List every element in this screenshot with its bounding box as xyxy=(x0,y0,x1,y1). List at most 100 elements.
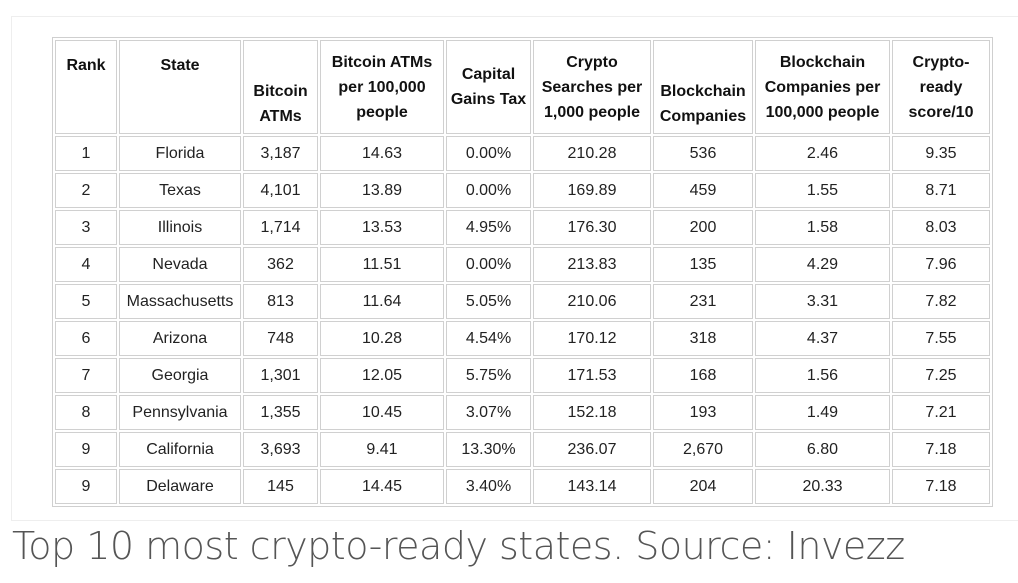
cell-state: Georgia xyxy=(119,358,241,393)
cell-rank: 2 xyxy=(55,173,117,208)
cell-atms-per-100k: 12.05 xyxy=(320,358,444,393)
cell-blockchain-companies: 204 xyxy=(653,469,753,504)
cell-bitcoin-atms: 1,355 xyxy=(243,395,318,430)
cell-capital-gains-tax: 4.54% xyxy=(446,321,531,356)
cell-blockchain-companies: 536 xyxy=(653,136,753,171)
cell-state: Arizona xyxy=(119,321,241,356)
cell-state: Illinois xyxy=(119,210,241,245)
cell-blockchain-companies: 231 xyxy=(653,284,753,319)
cell-blockchain-per-100k: 3.31 xyxy=(755,284,890,319)
cell-blockchain-per-100k: 6.80 xyxy=(755,432,890,467)
cell-rank: 5 xyxy=(55,284,117,319)
cell-atms-per-100k: 10.45 xyxy=(320,395,444,430)
cell-crypto-score: 7.18 xyxy=(892,432,990,467)
cell-crypto-searches: 213.83 xyxy=(533,247,651,282)
table-row: 1 Florida 3,187 14.63 0.00% 210.28 536 2.46 9.35 xyxy=(55,136,990,171)
cell-atms-per-100k: 13.89 xyxy=(320,173,444,208)
cell-crypto-score: 7.18 xyxy=(892,469,990,504)
cell-blockchain-companies: 200 xyxy=(653,210,753,245)
table-row: 9 California 3,693 9.41 13.30% 236.07 2,670 6.8… xyxy=(55,432,990,467)
table-row: 7 Georgia 1,301 12.05 5.75% 171.53 168 1.56 7.25 xyxy=(55,358,990,393)
cell-atms-per-100k: 13.53 xyxy=(320,210,444,245)
cell-blockchain-per-100k: 1.55 xyxy=(755,173,890,208)
cell-atms-per-100k: 9.41 xyxy=(320,432,444,467)
cell-crypto-score: 8.71 xyxy=(892,173,990,208)
cell-bitcoin-atms: 3,693 xyxy=(243,432,318,467)
cell-bitcoin-atms: 362 xyxy=(243,247,318,282)
cell-crypto-score: 9.35 xyxy=(892,136,990,171)
cell-state: Delaware xyxy=(119,469,241,504)
cell-blockchain-companies: 135 xyxy=(653,247,753,282)
header-state: State xyxy=(119,40,241,134)
cell-crypto-searches: 152.18 xyxy=(533,395,651,430)
cell-state: Florida xyxy=(119,136,241,171)
cell-crypto-score: 7.82 xyxy=(892,284,990,319)
cell-bitcoin-atms: 3,187 xyxy=(243,136,318,171)
table-row: 3 Illinois 1,714 13.53 4.95% 176.30 200 1.58 8.0… xyxy=(55,210,990,245)
cell-atms-per-100k: 11.64 xyxy=(320,284,444,319)
cell-blockchain-per-100k: 4.37 xyxy=(755,321,890,356)
cell-state: Massachusetts xyxy=(119,284,241,319)
table-row: 4 Nevada 362 11.51 0.00% 213.83 135 4.29 7.96 xyxy=(55,247,990,282)
cell-crypto-score: 7.55 xyxy=(892,321,990,356)
cell-blockchain-per-100k: 2.46 xyxy=(755,136,890,171)
cell-state: Pennsylvania xyxy=(119,395,241,430)
cell-blockchain-per-100k: 1.56 xyxy=(755,358,890,393)
cell-capital-gains-tax: 3.40% xyxy=(446,469,531,504)
cell-bitcoin-atms: 748 xyxy=(243,321,318,356)
cell-atms-per-100k: 14.63 xyxy=(320,136,444,171)
table-body: 1 Florida 3,187 14.63 0.00% 210.28 536 2.46 9.35… xyxy=(55,136,990,504)
caption: Top 10 most crypto-ready states. Source:… xyxy=(12,524,905,568)
cell-bitcoin-atms: 4,101 xyxy=(243,173,318,208)
table-row: 2 Texas 4,101 13.89 0.00% 169.89 459 1.55 8.71 xyxy=(55,173,990,208)
cell-blockchain-companies: 2,670 xyxy=(653,432,753,467)
header-bitcoin-atms: Bitcoin ATMs xyxy=(243,40,318,134)
cell-crypto-searches: 210.28 xyxy=(533,136,651,171)
cell-crypto-score: 8.03 xyxy=(892,210,990,245)
header-blockchain-companies: Blockchain Companies xyxy=(653,40,753,134)
cell-capital-gains-tax: 0.00% xyxy=(446,173,531,208)
header-row: Rank State Bitcoin ATMs Bitcoin ATMs per… xyxy=(55,40,990,134)
cell-capital-gains-tax: 13.30% xyxy=(446,432,531,467)
cell-rank: 1 xyxy=(55,136,117,171)
cell-blockchain-per-100k: 1.49 xyxy=(755,395,890,430)
cell-atms-per-100k: 14.45 xyxy=(320,469,444,504)
header-rank: Rank xyxy=(55,40,117,134)
table-row: 8 Pennsylvania 1,355 10.45 3.07% 152.18 193 1.4… xyxy=(55,395,990,430)
cell-state: California xyxy=(119,432,241,467)
cell-crypto-searches: 169.89 xyxy=(533,173,651,208)
cell-bitcoin-atms: 1,714 xyxy=(243,210,318,245)
cell-crypto-searches: 236.07 xyxy=(533,432,651,467)
cell-blockchain-companies: 193 xyxy=(653,395,753,430)
cell-blockchain-companies: 168 xyxy=(653,358,753,393)
table-row: 5 Massachusetts 813 11.64 5.05% 210.06 231 3.31… xyxy=(55,284,990,319)
cell-rank: 4 xyxy=(55,247,117,282)
cell-state: Nevada xyxy=(119,247,241,282)
cell-capital-gains-tax: 5.75% xyxy=(446,358,531,393)
cell-blockchain-companies: 459 xyxy=(653,173,753,208)
cell-crypto-score: 7.21 xyxy=(892,395,990,430)
cell-crypto-searches: 210.06 xyxy=(533,284,651,319)
cell-rank: 9 xyxy=(55,432,117,467)
header-capital-gains-tax: Capital Gains Tax xyxy=(446,40,531,134)
table-row: 9 Delaware 145 14.45 3.40% 143.14 204 20.33 7.18 xyxy=(55,469,990,504)
cell-blockchain-per-100k: 4.29 xyxy=(755,247,890,282)
cell-state: Texas xyxy=(119,173,241,208)
cell-blockchain-per-100k: 1.58 xyxy=(755,210,890,245)
cell-rank: 6 xyxy=(55,321,117,356)
cell-crypto-searches: 170.12 xyxy=(533,321,651,356)
cell-capital-gains-tax: 5.05% xyxy=(446,284,531,319)
cell-capital-gains-tax: 0.00% xyxy=(446,136,531,171)
cell-capital-gains-tax: 0.00% xyxy=(446,247,531,282)
cell-atms-per-100k: 11.51 xyxy=(320,247,444,282)
cell-blockchain-per-100k: 20.33 xyxy=(755,469,890,504)
table-row: 6 Arizona 748 10.28 4.54% 170.12 318 4.37 7.55 xyxy=(55,321,990,356)
cell-capital-gains-tax: 4.95% xyxy=(446,210,531,245)
cell-crypto-score: 7.96 xyxy=(892,247,990,282)
cell-rank: 8 xyxy=(55,395,117,430)
header-crypto-score: Crypto-ready score/10 xyxy=(892,40,990,134)
cell-crypto-searches: 176.30 xyxy=(533,210,651,245)
cell-capital-gains-tax: 3.07% xyxy=(446,395,531,430)
cell-crypto-searches: 171.53 xyxy=(533,358,651,393)
cell-blockchain-companies: 318 xyxy=(653,321,753,356)
